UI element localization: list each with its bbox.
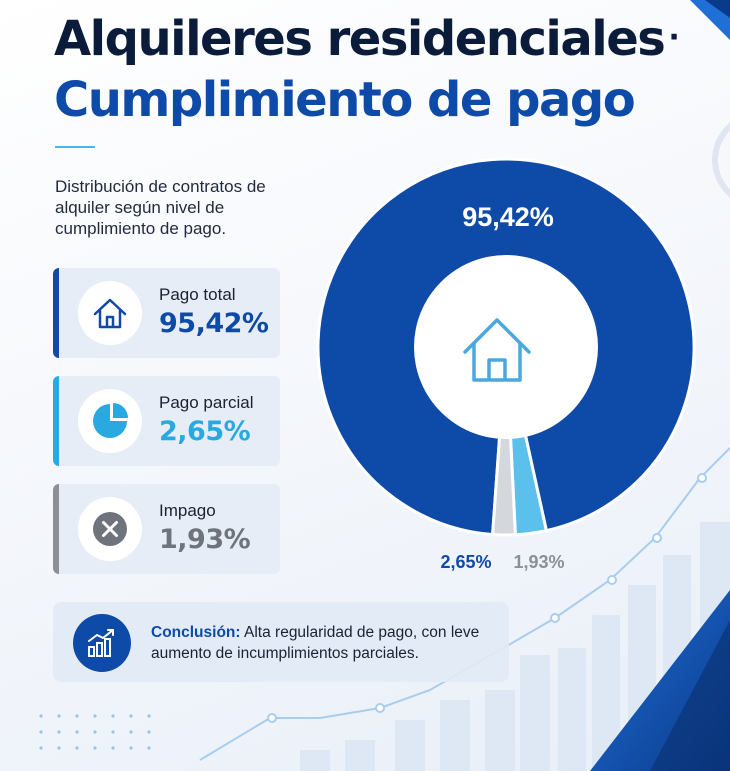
card-label: Pago total [159,285,236,304]
donut-center-hole [414,255,598,439]
title-accent-line [55,146,95,148]
bar-chart-trend-icon [88,629,114,657]
card-label: Pago parcial [159,393,254,412]
house-icon [93,298,127,329]
conclusion-label: Conclusión: [151,624,241,641]
card-value: 95,42% [159,308,269,339]
subtitle: Distribución de contratos de alquiler se… [55,177,266,238]
card-label: Impago [159,501,216,520]
title-separator: · [668,20,679,55]
card-accent-bar [53,484,59,574]
card-value: 2,65% [159,416,251,447]
card-icon-circle [78,389,142,453]
conclusion-box: Conclusión: Alta regularidad de pago, co… [53,602,509,682]
conclusion-text: Conclusión: Alta regularidad de pago, co… [151,622,501,664]
conclusion-icon-circle [73,614,131,672]
title-line-1: Alquileres residenciales · [54,11,680,67]
card-icon-circle [78,497,142,561]
card-pago-parcial: Pago parcial 2,65% [53,376,280,466]
card-icon-circle [78,281,142,345]
slice-label-pago-total: 95,42% [462,202,554,232]
card-impago: Impago 1,93% [53,484,280,574]
card-accent-bar [53,376,59,466]
conclusion-body: Alta regularidad de pago, con leve aumen… [151,624,480,662]
card-pago-total: Pago total 95,42% [53,268,280,358]
house-icon [463,318,531,382]
pie-chart-icon [93,403,128,438]
slice-impago [491,346,517,537]
card-accent-bar [53,268,59,358]
slice-label-pago-parcial: 2,65% [440,552,491,572]
slice-label-impago: 1,93% [513,552,564,572]
card-value: 1,93% [159,524,251,555]
title-line-2: Cumplimiento de pago [54,72,636,128]
x-circle-icon [93,512,127,546]
